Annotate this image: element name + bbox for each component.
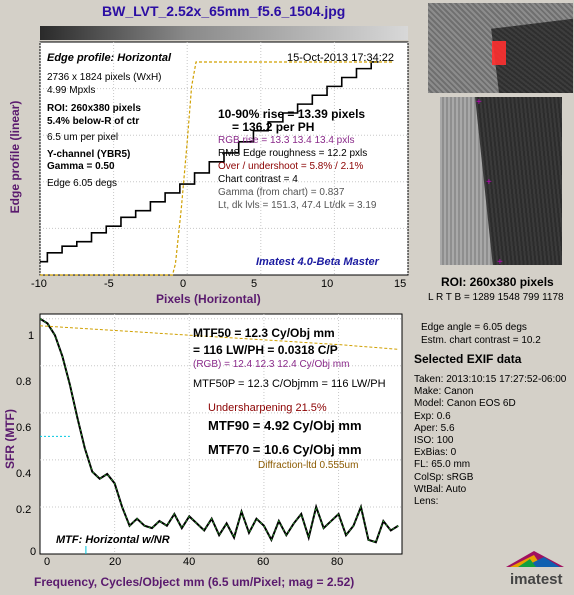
- mtf-xtick: 60: [257, 556, 270, 568]
- mtf-ytick: 0.8: [16, 376, 32, 388]
- exif-row: Exp: 0.6: [414, 410, 451, 422]
- right-chart-contrast: Estm. chart contrast = 10.2: [421, 335, 541, 346]
- roi-edge-marker-top: +: [476, 97, 482, 108]
- gradient-strip: [40, 26, 408, 40]
- overshoot: Over / undershoot = 5.8% / 2.1%: [218, 161, 364, 172]
- mtf50p-value: MTF50P = 12.3 C/Objmm = 116 LW/PH: [193, 378, 386, 390]
- exif-row: Make: Canon: [414, 386, 474, 398]
- chart-contrast: Chart contrast = 4: [218, 174, 298, 185]
- channel: Y-channel (YBR5): [47, 148, 131, 160]
- edge-profile-line: [40, 61, 379, 263]
- mtf50-value: MTF50 = 12.3 Cy/Obj mm: [193, 326, 335, 340]
- mtf70-value: MTF70 = 10.6 Cy/Obj mm: [208, 442, 362, 457]
- mtf90-value: MTF90 = 4.92 Cy/Obj mm: [208, 418, 362, 433]
- mtf-xtick: 20: [109, 556, 122, 568]
- mtf-curve: [39, 317, 399, 544]
- roi-crop: + + +: [440, 97, 562, 265]
- imatest-logo: imatest: [500, 545, 570, 591]
- roi-edge-marker-bottom: +: [497, 257, 503, 265]
- mtf-ytick: 0.4: [16, 468, 32, 480]
- edge-xtick: 15: [394, 278, 407, 290]
- edge-xtick: 0: [180, 278, 187, 290]
- roi-size: ROI: 260x380 pixels: [47, 103, 141, 114]
- exif-row: ColSp: sRGB: [414, 471, 474, 483]
- mtf-chart: [39, 313, 403, 555]
- mtf-xtick: 40: [183, 556, 196, 568]
- mtf-grid: [40, 314, 402, 554]
- logo-text: imatest: [510, 571, 563, 588]
- edge-profile-chart: [39, 41, 409, 276]
- exif-row: Lens:: [414, 496, 439, 508]
- edge-header: Edge profile: Horizontal: [47, 52, 172, 64]
- roi-edge-marker-mid: +: [486, 177, 492, 188]
- exif-list: Taken: 2013:10:15 17:27:52-06:00 Make: C…: [414, 374, 566, 508]
- edge-grid: [39, 42, 409, 275]
- exif-row: Aper: 5.6: [414, 422, 455, 434]
- exif-row: ExBias: 0: [414, 447, 457, 459]
- exif-row: ISO: 100: [414, 435, 454, 447]
- mtf-xlabel: Frequency, Cycles/Object mm (6.5 um/Pixe…: [34, 575, 355, 589]
- roi-thumbnail: [428, 3, 573, 93]
- roi-marker: [492, 41, 506, 65]
- undersharpening: Undersharpening 21.5%: [208, 402, 327, 414]
- edge-xtick: -10: [31, 278, 47, 290]
- edge-info-block: 2736 x 1824 pixels (WxH) 4.99 Mpxls ROI:…: [47, 72, 162, 190]
- mtf-ylabel: SFR (MTF): [3, 409, 17, 469]
- mpxls: 4.99 Mpxls: [47, 84, 96, 96]
- diffraction-line: [39, 325, 399, 350]
- version-label: Imatest 4.0-Beta Master: [256, 256, 379, 268]
- gamma: Gamma = 0.50: [47, 161, 115, 172]
- lwph-value: = 116 LW/PH = 0.0318 C/P: [193, 343, 338, 357]
- mtf-ytick: 0: [30, 546, 37, 558]
- ph-value: = 136.2 per PH: [232, 120, 315, 134]
- mtf-xtick: 80: [331, 556, 344, 568]
- exif-row: FL: 65.0 mm: [414, 459, 471, 471]
- mtf-stats-block: MTF50 = 12.3 Cy/Obj mm = 116 LW/PH = 0.0…: [193, 326, 349, 370]
- exif-row: Taken: 2013:10:15 17:27:52-06:00: [414, 374, 567, 385]
- exif-row: Model: Canon EOS 6D: [414, 398, 516, 410]
- mtf-rgb: (RGB) = 12.4 12.3 12.4 Cy/Obj mm: [193, 359, 350, 370]
- mtf-ytick: 0.2: [16, 504, 32, 516]
- logo-mark-icon: [506, 551, 564, 567]
- window-title: BW_LVT_2.52x_65mm_f5.6_1504.jpg: [102, 3, 346, 19]
- roi-title: ROI: 260x380 pixels: [441, 275, 554, 289]
- ideal-edge-line: [40, 61, 394, 276]
- mtf-ytick: 0.6: [16, 422, 32, 434]
- rise-value: 10-90% rise = 13.39 pixels: [218, 107, 366, 121]
- exif-title: Selected EXIF data: [414, 352, 522, 366]
- edge-xlabel: Pixels (Horizontal): [156, 292, 261, 306]
- edge-xtick: -5: [104, 278, 114, 290]
- edge-xtick: 5: [251, 278, 258, 290]
- image-size: 2736 x 1824 pixels (WxH): [47, 72, 162, 83]
- edge-series: [40, 61, 394, 276]
- rgb-rise: RGB rise = 13.3 13.4 13.4 pxls: [218, 135, 355, 146]
- pixel-size: 6.5 um per pixel: [47, 132, 119, 143]
- edge-angle: Edge 6.05 degs: [47, 177, 118, 189]
- gamma-from-chart: Gamma (from chart) = 0.837: [218, 187, 345, 198]
- edge-xtick: 10: [321, 278, 334, 290]
- mtf-ytick: 1: [28, 330, 35, 342]
- right-edge-angle: Edge angle = 6.05 degs: [421, 322, 527, 333]
- exif-row: WtBal: Auto: [414, 483, 467, 495]
- mtf-xtick: 0: [44, 556, 51, 568]
- diffraction-label: Diffraction-ltd 0.555um: [258, 460, 359, 471]
- roi-lrtb: L R T B = 1289 1548 799 1178: [428, 292, 564, 303]
- mtf-corner-label: MTF: Horizontal w/NR: [54, 534, 172, 546]
- edge-roughness: RMS Edge roughness = 12.2 pxls: [218, 148, 368, 159]
- light-dark-levels: Lt, dk lvls = 151.3, 47.4 Lt/dk = 3.19: [218, 200, 377, 211]
- edge-stats-block: 10-90% rise = 13.39 pixels = 136.2 per P…: [218, 108, 376, 212]
- roi-position: 5.4% below-R of ctr: [47, 115, 140, 127]
- edge-date: 15-Oct-2013 17:34:22: [287, 52, 395, 64]
